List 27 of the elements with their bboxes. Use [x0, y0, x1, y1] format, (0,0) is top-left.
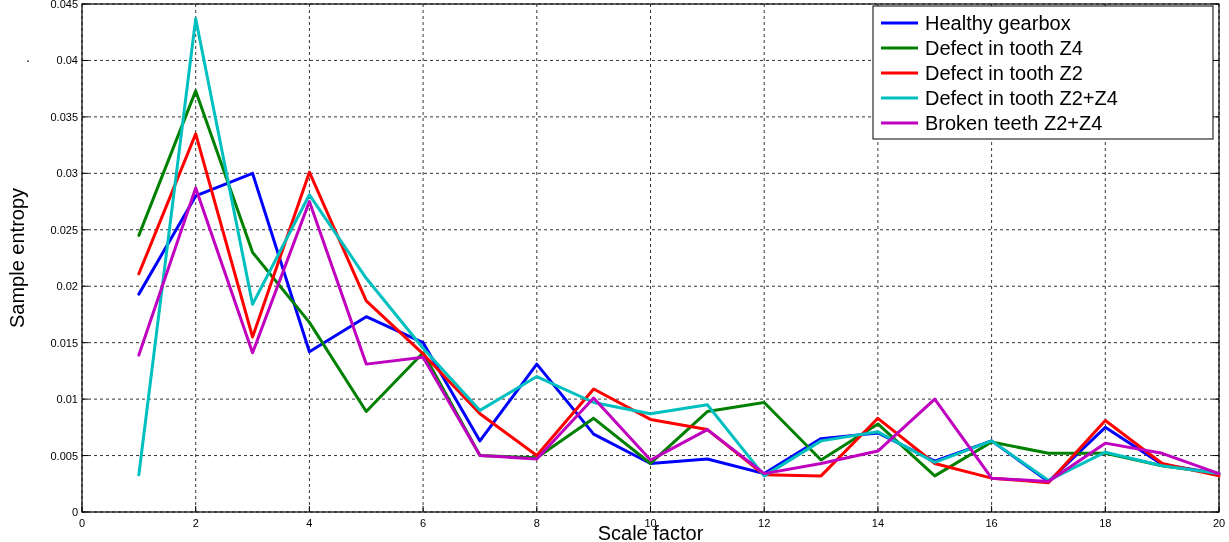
legend-label: Defect in tooth Z2+Z4 [925, 87, 1118, 109]
x-tick-label: 16 [985, 517, 998, 529]
x-tick-label: 20 [1212, 517, 1226, 529]
text: . [26, 49, 30, 65]
y-tick-label: 0.03 [56, 167, 78, 180]
y-tick-label: 0.035 [50, 110, 78, 123]
y-tick-label: 0.045 [50, 0, 78, 10]
x-tick-label: 2 [192, 517, 199, 529]
x-tick-label: 4 [306, 517, 313, 529]
y-tick-label: 0.005 [50, 449, 78, 462]
x-tick-label: 6 [420, 517, 427, 529]
y-tick-label: 0.01 [56, 393, 78, 406]
y-tick-label: 0 [71, 506, 78, 518]
x-tick-label: 8 [533, 517, 540, 529]
y-tick-label: 0.015 [50, 336, 78, 349]
legend-label: Defect in tooth Z2 [925, 62, 1083, 84]
legend-label: Healthy gearbox [925, 12, 1071, 34]
y-axis-title: Sample entropy [6, 187, 28, 329]
legend-label: Defect in tooth Z4 [925, 37, 1083, 59]
y-tick-label: 0.04 [56, 54, 78, 67]
x-tick-label: 14 [871, 517, 885, 529]
y-tick-label: 0.02 [56, 280, 78, 293]
x-tick-label: 0 [78, 517, 86, 529]
x-tick-label: 18 [1099, 517, 1112, 529]
y-tick-label: 0.025 [50, 223, 78, 236]
legend-label: Broken teeth Z2+Z4 [925, 112, 1103, 134]
x-tick-label: 12 [758, 517, 771, 529]
